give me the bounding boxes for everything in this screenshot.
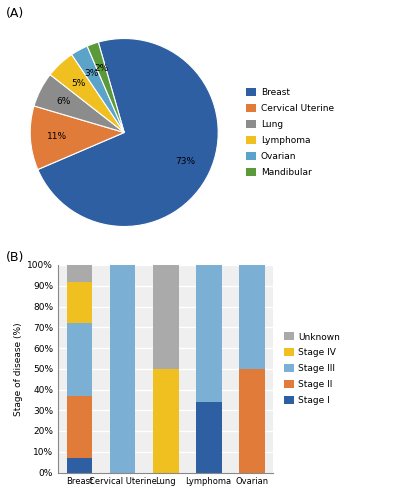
Text: (B): (B) xyxy=(6,252,24,264)
Bar xyxy=(238,369,264,472)
Text: 2%: 2% xyxy=(94,64,108,73)
Bar xyxy=(152,265,178,369)
Wedge shape xyxy=(87,42,124,132)
Wedge shape xyxy=(34,74,124,132)
Bar xyxy=(66,396,92,458)
Y-axis label: Stage of disease (%): Stage of disease (%) xyxy=(14,322,23,416)
Legend: Unknown, Stage IV, Stage III, Stage II, Stage I: Unknown, Stage IV, Stage III, Stage II, … xyxy=(281,330,341,407)
Wedge shape xyxy=(30,106,124,170)
Wedge shape xyxy=(38,38,218,226)
Bar xyxy=(66,458,92,472)
Text: 73%: 73% xyxy=(175,157,195,166)
Bar xyxy=(238,265,264,369)
Bar xyxy=(66,323,92,396)
Bar xyxy=(195,402,221,472)
Bar xyxy=(195,265,221,402)
Wedge shape xyxy=(50,54,124,132)
Wedge shape xyxy=(71,46,124,132)
Text: (A): (A) xyxy=(6,8,24,20)
Legend: Breast, Cervical Uterine, Lung, Lymphoma, Ovarian, Mandibular: Breast, Cervical Uterine, Lung, Lymphoma… xyxy=(244,86,335,178)
Text: 11%: 11% xyxy=(47,132,66,141)
Bar xyxy=(152,369,178,472)
Bar xyxy=(66,282,92,323)
Text: 6%: 6% xyxy=(57,97,71,106)
Bar xyxy=(109,265,135,472)
Bar xyxy=(66,265,92,281)
Text: 5%: 5% xyxy=(71,78,85,88)
Text: 3%: 3% xyxy=(84,68,99,78)
